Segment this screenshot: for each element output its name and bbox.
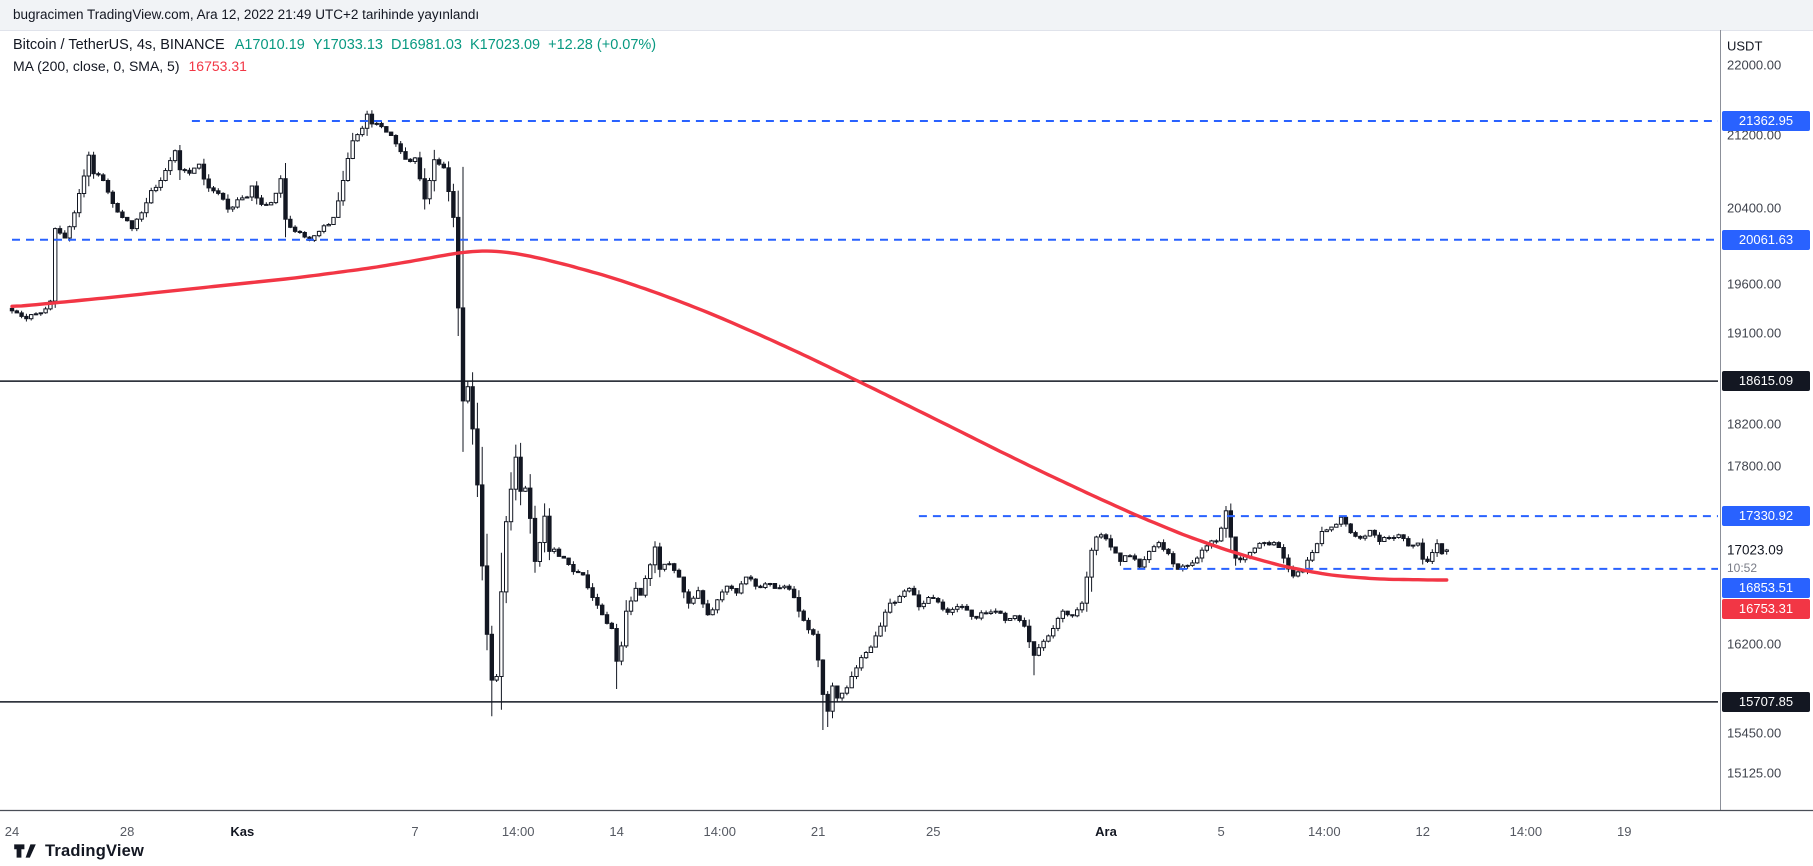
tradingview-logo-icon[interactable] — [13, 840, 37, 862]
time-tick-label: 14:00 — [1509, 824, 1543, 839]
time-tick-label: 14:00 — [501, 824, 535, 839]
time-tick-label: 5 — [1217, 824, 1225, 839]
ohlc-high: Y17033.13 — [312, 37, 383, 53]
time-tick-label: 14:00 — [1308, 824, 1341, 839]
price-tick-label: 21200.00 — [1727, 127, 1782, 143]
time-tick-label: 14 — [609, 824, 624, 839]
ohlc-close: K17023.09 — [469, 37, 541, 53]
tradingview-footer: TradingView — [13, 838, 144, 864]
publish-info-text: bugracimen TradingView.com, Ara 12, 2022… — [13, 7, 480, 22]
chart-legend: Bitcoin / TetherUS, 4s, BINANCE A17010.19… — [13, 37, 656, 74]
price-tick-label: 17800.00 — [1727, 458, 1782, 474]
time-tick-label: 19 — [1617, 824, 1632, 839]
price-level-badge: 15707.85 — [1722, 691, 1810, 712]
ma-legend-row: MA (200, close, 0, SMA, 5) 16753.31 — [13, 58, 656, 74]
time-tick-label: 24 — [4, 824, 20, 839]
tradingview-logo-text[interactable]: TradingView — [45, 841, 145, 860]
price-level-badge: 16753.31 — [1722, 599, 1810, 619]
price-change: +12.28 (+0.07%) — [548, 37, 657, 53]
time-tick-label: 7 — [411, 824, 419, 839]
time-tick-label: 28 — [119, 824, 135, 839]
price-level-badge: 20061.63 — [1722, 229, 1810, 250]
publish-info-bar: bugracimen TradingView.com, Ara 12, 2022… — [0, 0, 1813, 31]
time-tick-label: 12 — [1415, 824, 1430, 839]
price-level-badge: 21362.95 — [1722, 111, 1810, 131]
price-tick-label: 20400.00 — [1727, 200, 1782, 216]
time-month-label: Kas — [230, 824, 255, 839]
price-tick-label: 16200.00 — [1727, 636, 1782, 652]
price-level-badge: 17330.92 — [1722, 506, 1810, 527]
quote-currency-label: USDT — [1727, 38, 1763, 54]
current-price-label: 17023.09 — [1727, 542, 1784, 558]
price-tick-label: 18200.00 — [1727, 416, 1782, 432]
time-month-label: Ara — [1095, 824, 1117, 839]
ma-indicator-value: 16753.31 — [188, 58, 247, 74]
time-tick-label: 25 — [926, 824, 941, 839]
ohlc-low: D16981.03 — [391, 37, 462, 53]
ma-indicator-label[interactable]: MA (200, close, 0, SMA, 5) — [13, 58, 180, 74]
price-level-badge: 16853.51 — [1722, 578, 1810, 598]
price-level-badge: 18615.09 — [1722, 371, 1810, 392]
price-tick-label: 19600.00 — [1727, 276, 1782, 292]
symbol-title[interactable]: Bitcoin / TetherUS, 4s, BINANCE — [13, 37, 225, 53]
time-tick-label: 21 — [810, 824, 826, 839]
symbol-legend-row: Bitcoin / TetherUS, 4s, BINANCE A17010.19… — [13, 37, 656, 53]
ohlc-open: A17010.19 — [234, 37, 305, 53]
candles-group — [0, 110, 1718, 730]
price-tick-label: 15450.00 — [1727, 725, 1782, 741]
price-tick-label: 19100.00 — [1727, 325, 1782, 340]
ma-line — [10, 249, 1449, 582]
price-tick-label: 15125.00 — [1727, 765, 1782, 781]
time-tick-label: 14:00 — [703, 824, 737, 839]
bar-countdown-label: 10:52 — [1727, 560, 1758, 575]
price-tick-label: 22000.00 — [1727, 57, 1782, 73]
